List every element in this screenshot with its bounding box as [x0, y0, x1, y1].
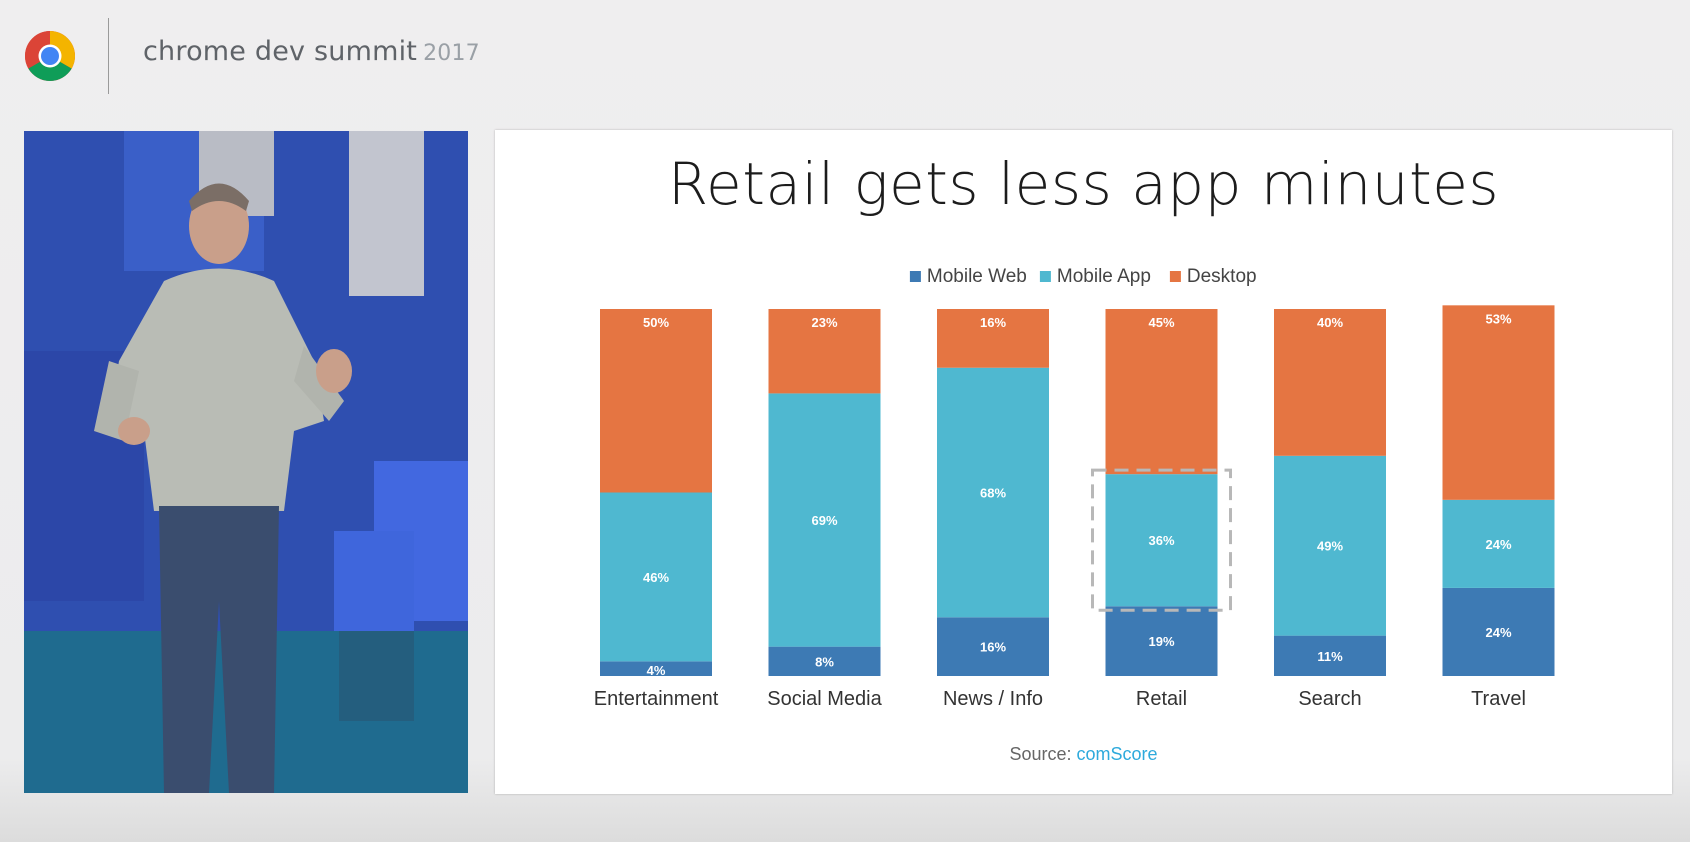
- event-title: chrome dev summit 2017: [143, 36, 480, 67]
- x-tick-label-entertainment: Entertainment: [594, 688, 719, 710]
- data-label-retail-desktop: 45%: [1148, 315, 1174, 330]
- legend-label-mobile-app: Mobile App: [1057, 266, 1151, 287]
- data-label-travel-mobile-app: 24%: [1485, 537, 1511, 552]
- speaker-video-icon: [24, 131, 468, 793]
- legend-swatch-mobile-web: [909, 271, 921, 282]
- presentation-slide: Retail gets less app minutes Mobile Web M…: [495, 130, 1672, 794]
- data-label-travel-desktop: 53%: [1485, 311, 1511, 326]
- bar-travel-mobile-web: [1442, 587, 1555, 676]
- bar-entertainment-desktop: [600, 309, 712, 493]
- bar-entertainment-mobile-web: [600, 661, 712, 676]
- data-label-search-mobile-app: 49%: [1317, 539, 1343, 554]
- bar-retail-desktop: [1105, 309, 1218, 475]
- data-label-retail-mobile-web: 19%: [1148, 634, 1174, 649]
- bar-travel-mobile-app: [1442, 499, 1555, 588]
- data-label-social-media-desktop: 23%: [811, 315, 837, 330]
- bar-social-media-desktop: [768, 309, 881, 394]
- data-label-news-info-mobile-web: 16%: [980, 640, 1006, 655]
- data-label-social-media-mobile-app: 69%: [811, 513, 837, 528]
- legend-swatch-mobile-app: [1039, 271, 1051, 282]
- bar-travel-desktop: [1442, 305, 1555, 500]
- data-label-entertainment-mobile-web: 4%: [647, 663, 666, 678]
- highlight-box-retail: [1091, 468, 1232, 612]
- slide-title: Retail gets less app minutes: [667, 150, 1500, 218]
- data-label-retail-mobile-app: 36%: [1148, 533, 1174, 548]
- bar-search-desktop: [1274, 309, 1386, 456]
- legend-label-mobile-web: Mobile Web: [927, 266, 1027, 287]
- legend-swatch-desktop: [1169, 271, 1181, 282]
- data-label-social-media-mobile-web: 8%: [815, 654, 834, 669]
- event-year: 2017: [423, 41, 480, 66]
- x-tick-label-travel: Travel: [1471, 688, 1526, 710]
- chrome-logo-icon: [25, 31, 75, 81]
- speaker-video: [24, 131, 468, 793]
- data-label-search-desktop: 40%: [1317, 315, 1343, 330]
- x-tick-label-social-media: Social Media: [767, 688, 882, 710]
- bar-social-media-mobile-web: [768, 646, 881, 676]
- bar-retail-mobile-app: [1105, 474, 1218, 607]
- bar-news-info-mobile-web: [937, 617, 1049, 676]
- x-tick-label-search: Search: [1298, 688, 1361, 710]
- data-label-search-mobile-web: 11%: [1317, 649, 1343, 664]
- bar-news-info-desktop: [937, 309, 1049, 368]
- source-link[interactable]: comScore: [1076, 744, 1158, 764]
- bar-news-info-mobile-app: [937, 367, 1049, 618]
- source-label: Source:: [1009, 744, 1072, 764]
- source-note: Source: comScore: [495, 744, 1672, 765]
- event-name: chrome dev summit: [143, 36, 418, 67]
- data-label-news-info-desktop: 16%: [980, 315, 1006, 330]
- header-divider: [108, 18, 109, 94]
- x-tick-label-news-info: News / Info: [943, 688, 1043, 710]
- data-label-entertainment-desktop: 50%: [643, 315, 669, 330]
- data-label-travel-mobile-web: 24%: [1485, 625, 1511, 640]
- bar-search-mobile-web: [1274, 635, 1386, 676]
- x-tick-label-retail: Retail: [1136, 688, 1187, 710]
- data-label-entertainment-mobile-app: 46%: [643, 570, 669, 585]
- header: chrome dev summit 2017: [0, 0, 1690, 110]
- bar-entertainment-mobile-app: [600, 492, 712, 662]
- legend-label-desktop: Desktop: [1187, 266, 1257, 287]
- stacked-bar-chart: Mobile Web Mobile App Desktop 4% 46% 50% Enter…: [594, 266, 1555, 710]
- bar-social-media-mobile-app: [768, 393, 881, 647]
- data-label-news-info-mobile-app: 68%: [980, 486, 1006, 501]
- bar-search-mobile-app: [1274, 455, 1386, 636]
- bar-retail-mobile-web: [1105, 606, 1218, 676]
